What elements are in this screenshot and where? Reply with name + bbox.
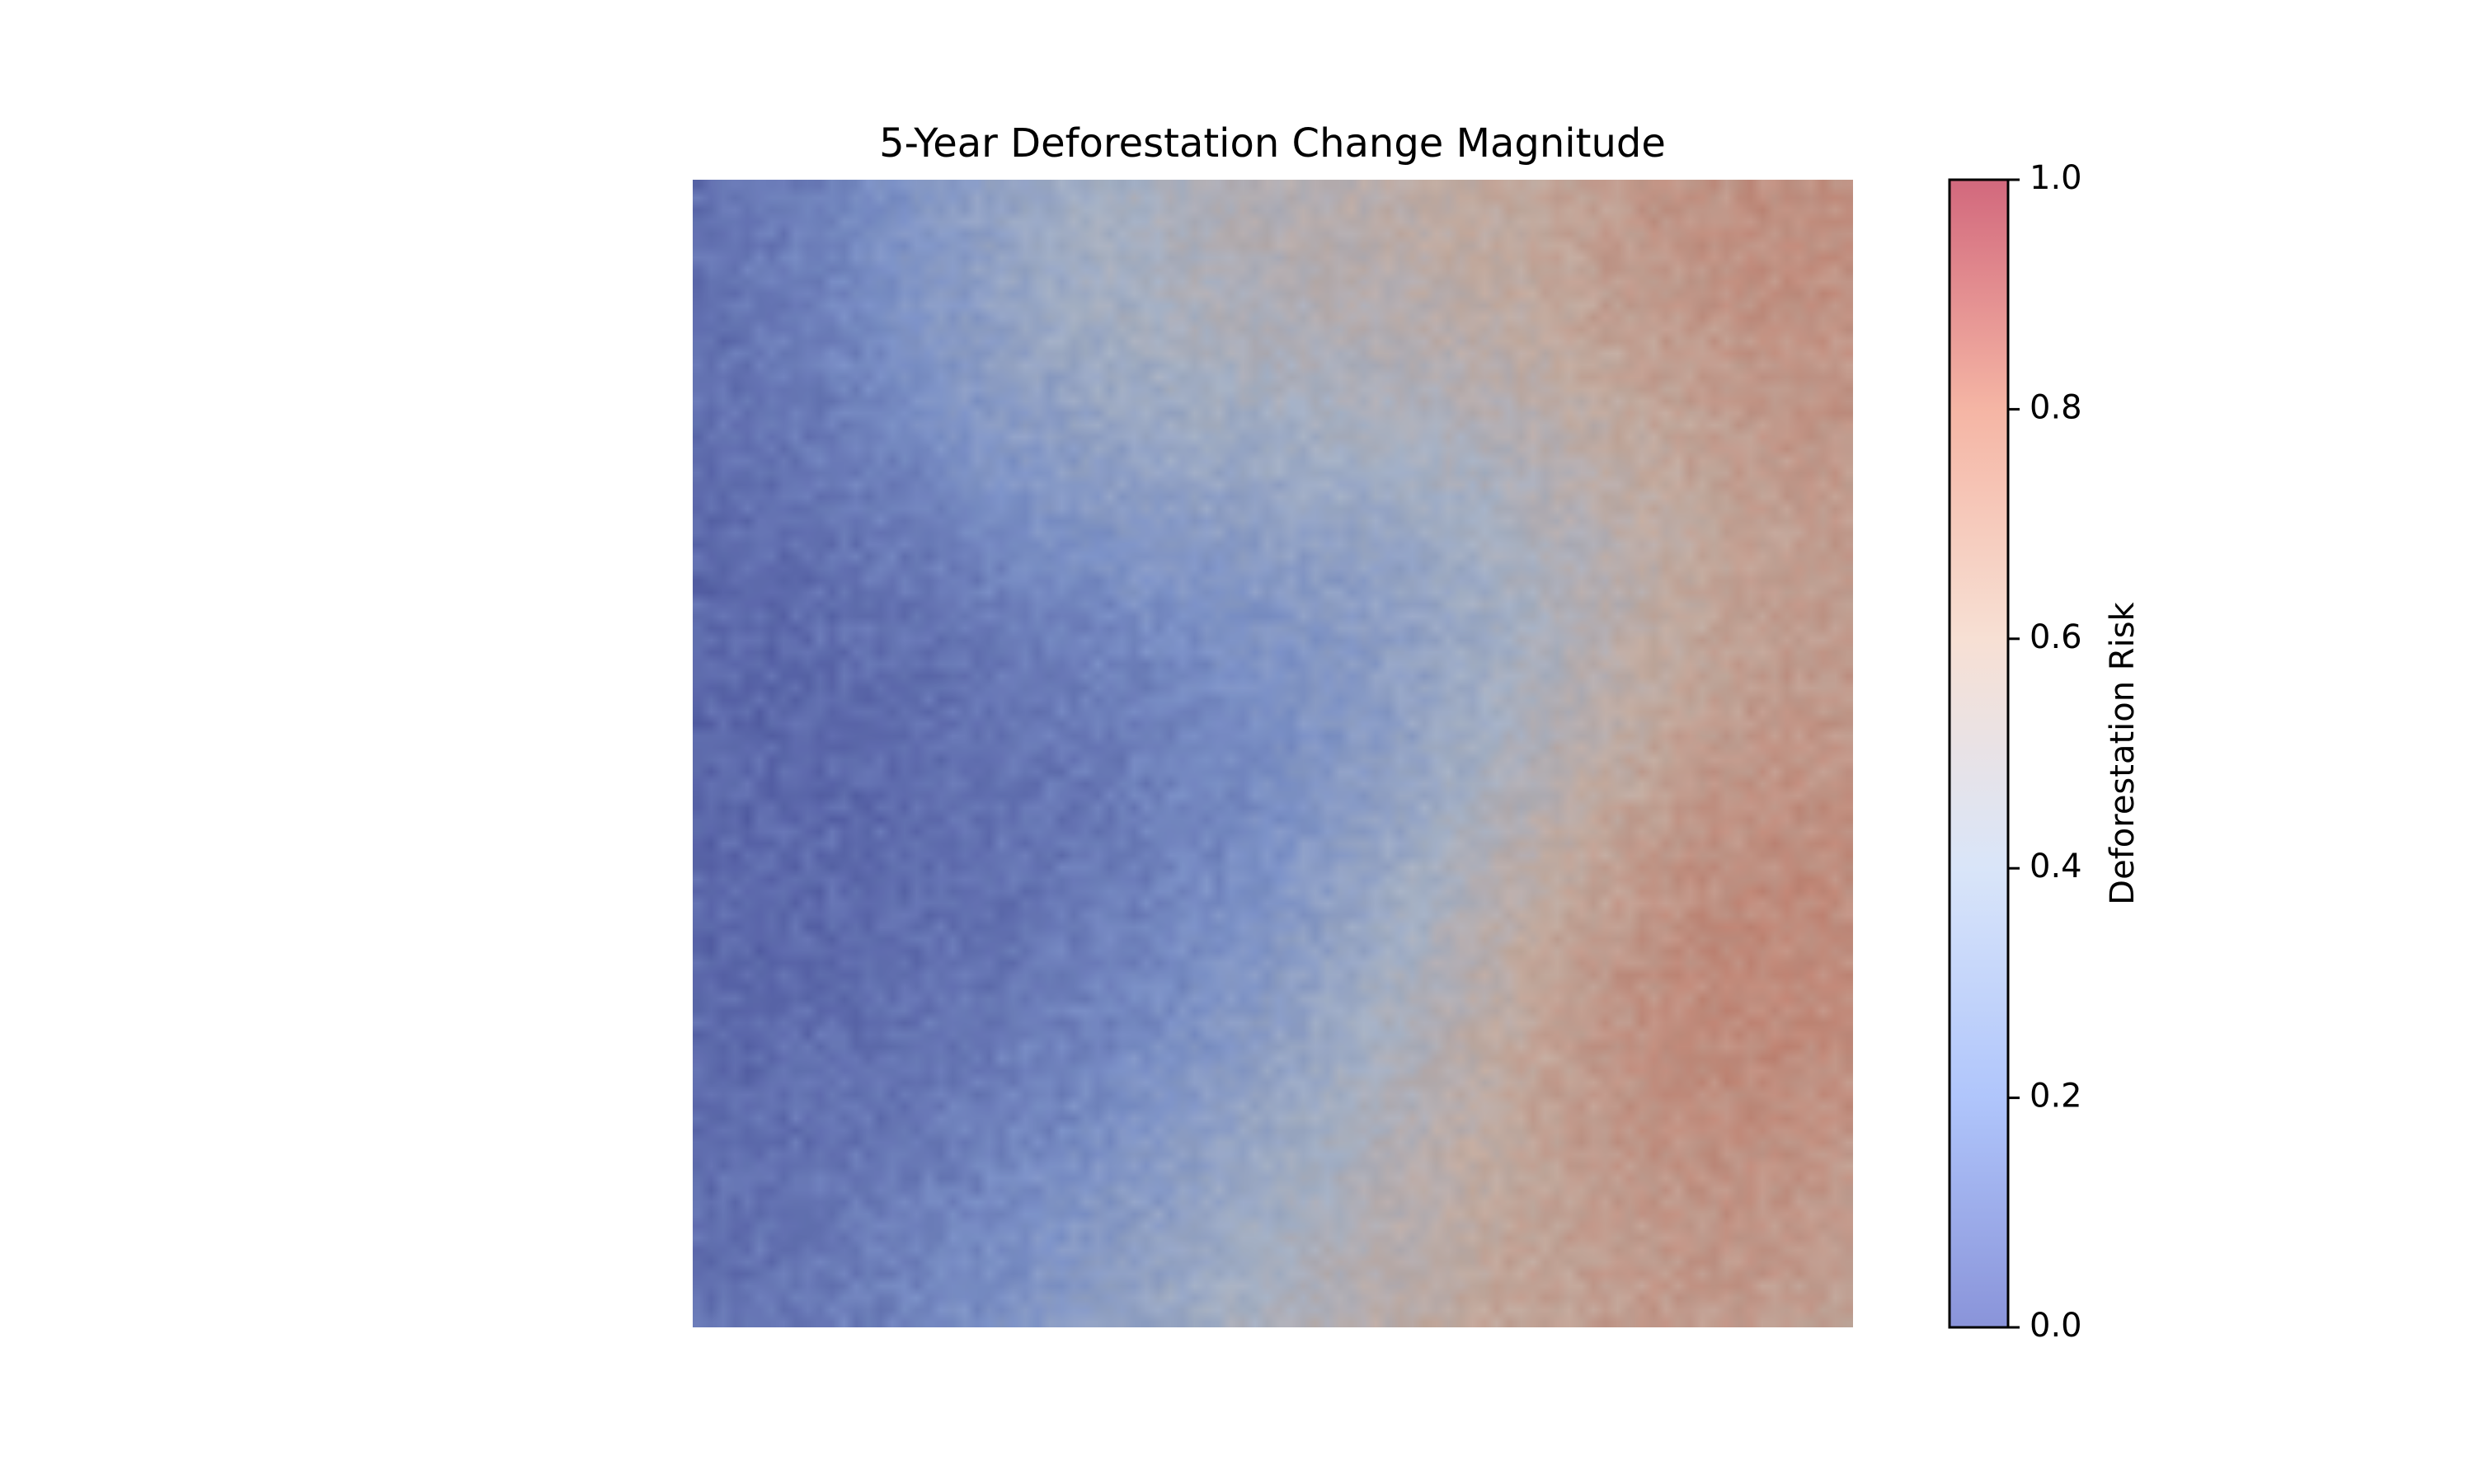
colorbar-tick-label: 1.0 [2030,159,2082,197]
heatmap-area [693,180,1853,1327]
colorbar-tick-label: 0.0 [2030,1307,2082,1345]
colorbar-tick-label: 0.2 [2030,1078,2082,1115]
colorbar-frame [1948,178,2010,1329]
colorbar-tick-label: 0.6 [2030,618,2082,656]
heatmap-image [693,180,1853,1327]
colorbar-tick-label: 0.4 [2030,848,2082,885]
colorbar-label: Deforestation Risk [2104,601,2142,904]
chart-title: 5-Year Deforestation Change Magnitude [879,120,1666,167]
colorbar-gradient [1950,180,2008,1327]
colorbar-tick-label: 0.8 [2030,388,2082,426]
colorbar: 0.0 0.2 0.4 0.6 0.8 1.0 Deforestation Risk [1948,159,2142,1345]
colorbar-ticks: 0.0 0.2 0.4 0.6 0.8 1.0 [2008,159,2082,1345]
